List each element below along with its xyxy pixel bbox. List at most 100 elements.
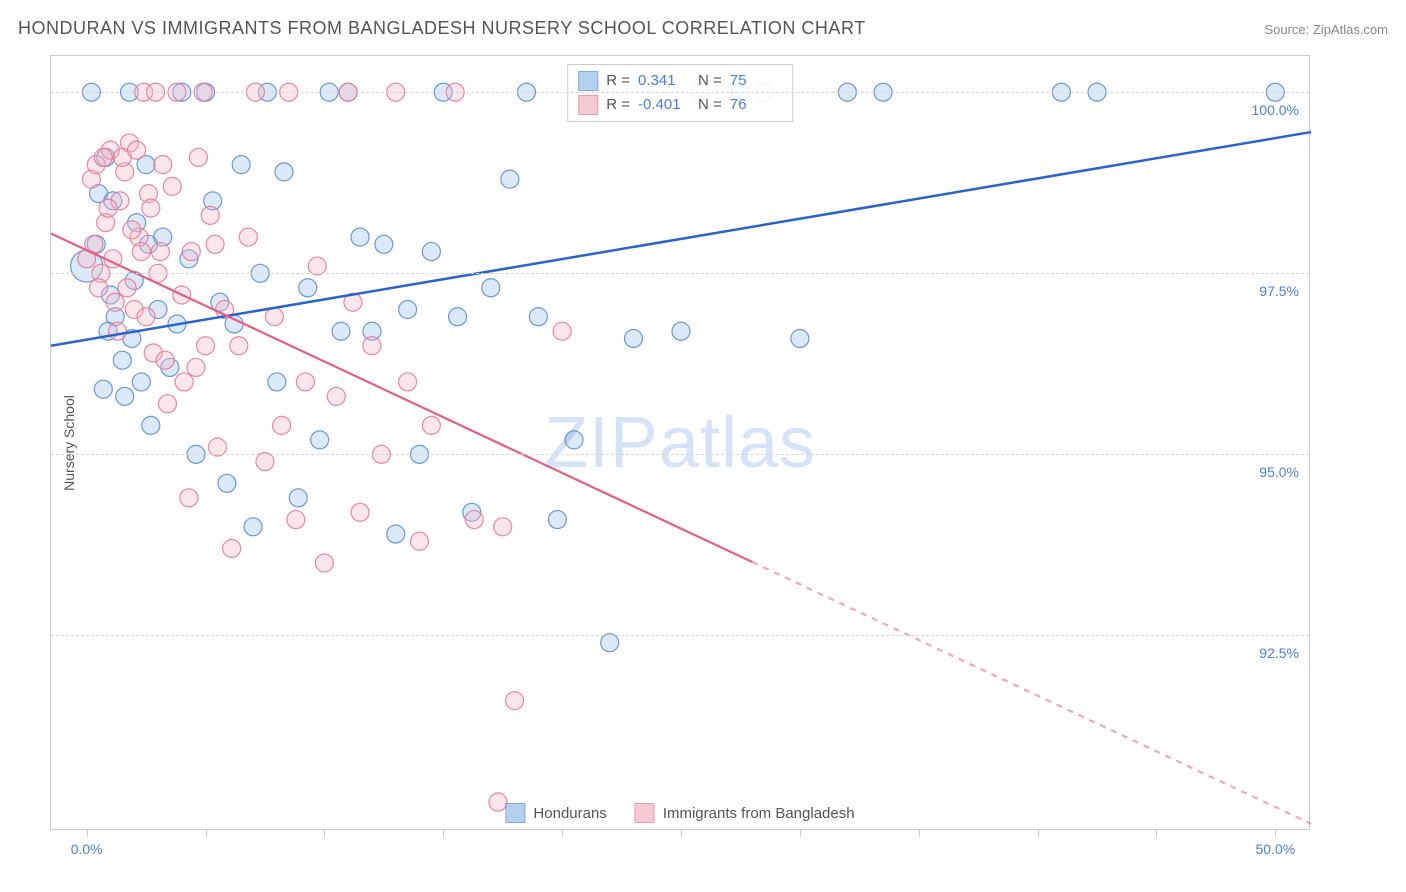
data-point-bangladesh — [180, 489, 198, 507]
data-point-bangladesh — [315, 554, 333, 572]
data-point-hondurans — [142, 416, 160, 434]
swatch-hondurans — [578, 71, 598, 91]
trend-line-bangladesh-dashed — [752, 562, 1311, 824]
data-point-bangladesh — [106, 293, 124, 311]
data-point-bangladesh — [163, 177, 181, 195]
n-label: N = — [698, 69, 722, 93]
data-point-bangladesh — [189, 148, 207, 166]
gridline-h — [51, 92, 1309, 93]
data-point-hondurans — [548, 511, 566, 529]
data-point-hondurans — [624, 329, 642, 347]
legend-label-bangladesh: Immigrants from Bangladesh — [663, 805, 855, 822]
n-value-hondurans: 75 — [730, 69, 782, 93]
data-point-hondurans — [791, 329, 809, 347]
data-point-bangladesh — [265, 308, 283, 326]
chart-svg — [51, 56, 1309, 829]
gridline-h — [51, 454, 1309, 455]
data-point-hondurans — [449, 308, 467, 326]
data-point-hondurans — [482, 279, 500, 297]
data-point-bangladesh — [187, 358, 205, 376]
y-tick-label: 100.0% — [1252, 102, 1299, 118]
data-point-bangladesh — [206, 235, 224, 253]
x-tick-label: 50.0% — [1255, 841, 1295, 857]
x-tick — [681, 829, 682, 837]
data-point-bangladesh — [223, 540, 241, 558]
x-tick — [443, 829, 444, 837]
legend-swatch-bangladesh — [635, 803, 655, 823]
data-point-hondurans — [422, 243, 440, 261]
data-point-bangladesh — [109, 322, 127, 340]
n-label: N = — [698, 93, 722, 117]
data-point-bangladesh — [494, 518, 512, 536]
data-point-bangladesh — [132, 243, 150, 261]
data-point-hondurans — [94, 380, 112, 398]
legend-label-hondurans: Hondurans — [533, 805, 606, 822]
x-tick — [1156, 829, 1157, 837]
x-tick — [1038, 829, 1039, 837]
y-tick-label: 97.5% — [1259, 283, 1299, 299]
data-point-hondurans — [501, 170, 519, 188]
x-tick — [800, 829, 801, 837]
x-tick — [1275, 829, 1276, 837]
data-point-bangladesh — [90, 279, 108, 297]
data-point-hondurans — [399, 301, 417, 319]
x-tick — [324, 829, 325, 837]
x-tick-label: 0.0% — [71, 841, 103, 857]
legend-item-bangladesh: Immigrants from Bangladesh — [635, 803, 855, 823]
x-tick — [206, 829, 207, 837]
data-point-hondurans — [565, 431, 583, 449]
data-point-bangladesh — [197, 337, 215, 355]
data-point-bangladesh — [142, 199, 160, 217]
stats-row-hondurans: R =0.341N =75 — [578, 69, 782, 93]
r-value-bangladesh: -0.401 — [638, 93, 690, 117]
data-point-bangladesh — [296, 373, 314, 391]
data-point-hondurans — [232, 156, 250, 174]
data-point-hondurans — [275, 163, 293, 181]
swatch-bangladesh — [578, 95, 598, 115]
data-point-hondurans — [132, 373, 150, 391]
data-point-bangladesh — [287, 511, 305, 529]
data-point-hondurans — [289, 489, 307, 507]
data-point-bangladesh — [363, 337, 381, 355]
legend-swatch-hondurans — [505, 803, 525, 823]
stats-row-bangladesh: R =-0.401N =76 — [578, 93, 782, 117]
r-value-hondurans: 0.341 — [638, 69, 690, 93]
data-point-bangladesh — [239, 228, 257, 246]
data-point-bangladesh — [399, 373, 417, 391]
x-tick — [87, 829, 88, 837]
data-point-hondurans — [299, 279, 317, 297]
n-value-bangladesh: 76 — [730, 93, 782, 117]
data-point-hondurans — [375, 235, 393, 253]
source-attribution: Source: ZipAtlas.com — [1264, 22, 1388, 37]
data-point-bangladesh — [327, 387, 345, 405]
gridline-h — [51, 635, 1309, 636]
data-point-bangladesh — [175, 373, 193, 391]
data-point-bangladesh — [158, 395, 176, 413]
data-point-hondurans — [218, 474, 236, 492]
data-point-bangladesh — [422, 416, 440, 434]
data-point-hondurans — [268, 373, 286, 391]
data-point-hondurans — [387, 525, 405, 543]
data-point-hondurans — [529, 308, 547, 326]
data-point-hondurans — [244, 518, 262, 536]
data-point-bangladesh — [151, 243, 169, 261]
data-point-hondurans — [351, 228, 369, 246]
data-point-bangladesh — [410, 532, 428, 550]
data-point-bangladesh — [553, 322, 571, 340]
data-point-bangladesh — [128, 141, 146, 159]
series-legend: Hondurans Immigrants from Bangladesh — [505, 803, 854, 823]
source-link[interactable]: ZipAtlas.com — [1313, 22, 1388, 37]
legend-item-hondurans: Hondurans — [505, 803, 606, 823]
data-point-bangladesh — [273, 416, 291, 434]
data-point-bangladesh — [123, 221, 141, 239]
gridline-h — [51, 273, 1309, 274]
data-point-bangladesh — [351, 503, 369, 521]
data-point-hondurans — [672, 322, 690, 340]
y-tick-label: 92.5% — [1259, 645, 1299, 661]
data-point-hondurans — [113, 351, 131, 369]
data-point-bangladesh — [118, 279, 136, 297]
chart-title: HONDURAN VS IMMIGRANTS FROM BANGLADESH N… — [18, 18, 866, 39]
data-point-bangladesh — [137, 308, 155, 326]
source-label: Source: — [1264, 22, 1312, 37]
x-tick — [562, 829, 563, 837]
